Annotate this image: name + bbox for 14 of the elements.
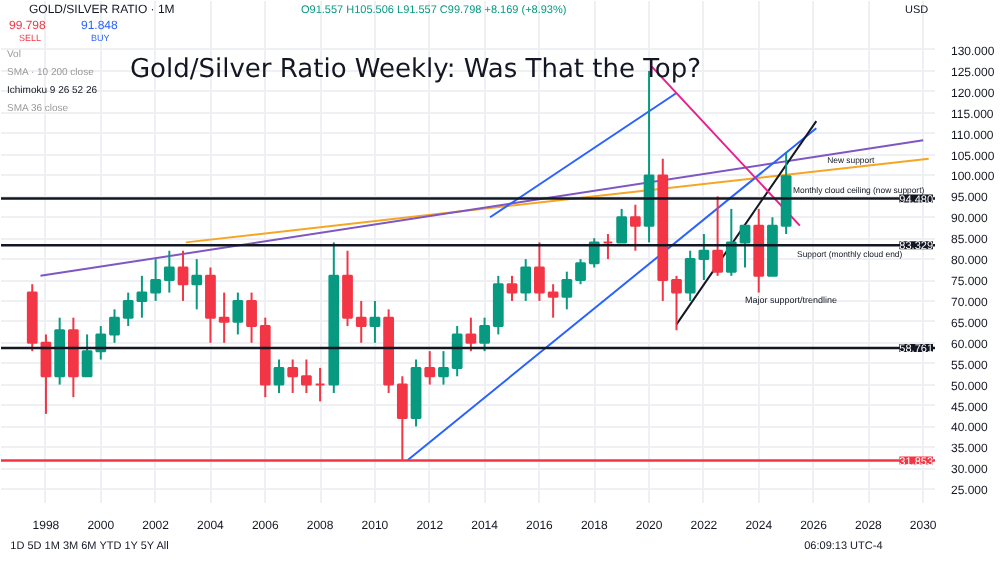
candlestick [67, 316, 79, 399]
candlestick [273, 358, 285, 394]
candlestick [520, 258, 532, 302]
candlestick [369, 299, 381, 344]
candlestick [465, 316, 477, 353]
candlestick [54, 316, 66, 386]
candlestick [616, 207, 628, 244]
candlestick [629, 203, 641, 252]
candlestick [424, 350, 436, 386]
candlestick [712, 195, 723, 277]
candlestick [191, 258, 203, 311]
candlestick [232, 291, 244, 336]
candlestick [177, 249, 189, 302]
candlestick [506, 274, 518, 302]
